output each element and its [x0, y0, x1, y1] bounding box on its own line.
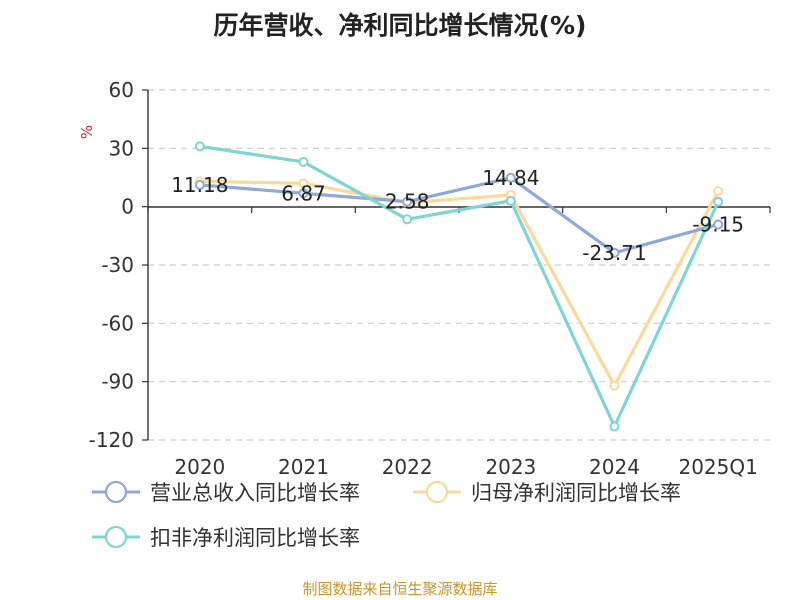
- data-point[interactable]: [298, 178, 309, 189]
- data-point[interactable]: [505, 195, 516, 206]
- data-point[interactable]: [402, 196, 413, 207]
- y-axis-unit: %: [78, 125, 96, 139]
- x-tick-label: 2025Q1: [678, 455, 757, 479]
- data-point[interactable]: [505, 172, 516, 183]
- x-tick-label: 2021: [278, 455, 329, 479]
- data-label: 6.87: [281, 181, 326, 205]
- data-point[interactable]: [609, 380, 620, 391]
- x-tick-label: 2024: [589, 455, 640, 479]
- grid-lines: [148, 89, 770, 441]
- data-point[interactable]: [609, 421, 620, 432]
- legend-label[interactable]: 营业总收入同比增长率: [150, 481, 360, 505]
- source-note: 制图数据来自恒生聚源数据库: [302, 580, 498, 598]
- data-label: 14.84: [482, 166, 539, 190]
- data-point[interactable]: [713, 219, 724, 230]
- y-tick-label: -30: [101, 253, 134, 277]
- legend-marker[interactable]: [425, 480, 449, 504]
- chart-title: 历年营收、净利同比增长情况(%): [213, 11, 587, 40]
- data-point[interactable]: [194, 179, 205, 190]
- data-point[interactable]: [713, 186, 724, 197]
- y-tick-label: 60: [109, 78, 134, 102]
- legend-marker[interactable]: [104, 525, 128, 549]
- data-point[interactable]: [713, 196, 724, 207]
- series-line: [198, 179, 720, 388]
- x-tick-label: 2023: [485, 455, 536, 479]
- y-tick-label: -120: [89, 428, 134, 452]
- y-tick-label: -90: [101, 370, 134, 394]
- data-label: 2.58: [385, 190, 430, 214]
- data-label: -23.71: [582, 241, 646, 265]
- data-labels: 11.18 6.87 2.58 14.84 -23.71 -9.15: [171, 166, 744, 265]
- data-label: -9.15: [692, 212, 744, 236]
- x-tick-label: 2022: [382, 455, 433, 479]
- y-tick-label: 30: [109, 136, 134, 160]
- data-point[interactable]: [194, 141, 205, 152]
- legend-marker[interactable]: [104, 480, 128, 504]
- data-point[interactable]: [609, 247, 620, 258]
- y-tick-label: 0: [121, 195, 134, 219]
- legend-label[interactable]: 归母净利润同比增长率: [471, 481, 681, 505]
- series-line: [198, 176, 720, 255]
- legend-label[interactable]: 扣非净利润同比增长率: [150, 526, 360, 550]
- series-lines: [194, 141, 724, 432]
- axes: 60 30 0 -30 -60 -90 -120% 2020 2021 2022 2023 2024 2…: [78, 78, 771, 479]
- data-point[interactable]: [402, 214, 413, 225]
- x-tick-label: 2020: [174, 455, 225, 479]
- data-point[interactable]: [298, 156, 309, 167]
- data-label: 11.18: [171, 173, 228, 197]
- series-line: [198, 144, 720, 428]
- y-tick-label: -60: [101, 311, 134, 335]
- data-point[interactable]: [298, 188, 309, 199]
